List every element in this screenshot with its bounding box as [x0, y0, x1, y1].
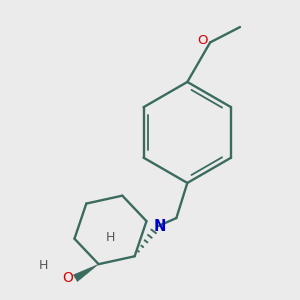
- Text: N: N: [154, 219, 166, 234]
- Text: H: H: [106, 231, 115, 244]
- Text: O: O: [197, 34, 208, 47]
- Polygon shape: [73, 264, 99, 282]
- Text: H: H: [39, 259, 48, 272]
- Text: O: O: [62, 271, 73, 285]
